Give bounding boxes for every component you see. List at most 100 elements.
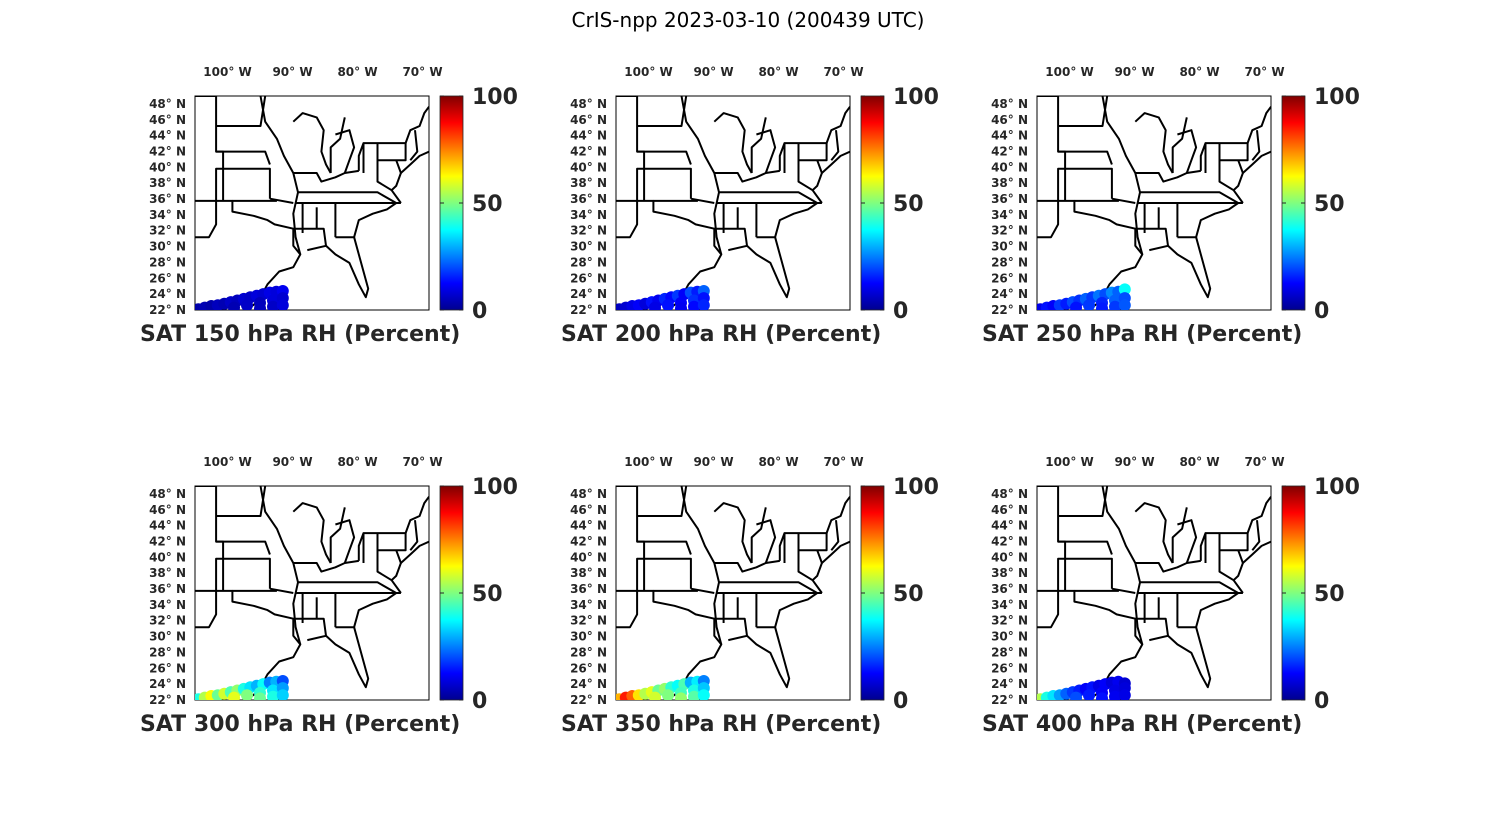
lon-tick-label: 80° W <box>1179 65 1219 79</box>
state-boundary <box>746 626 791 689</box>
lat-tick-label: 40° N <box>149 550 186 564</box>
lat-tick-label: 32° N <box>149 614 186 628</box>
state-boundary <box>1232 549 1244 581</box>
colorbar-tick-label: 100 <box>472 475 518 500</box>
state-boundary <box>293 559 359 573</box>
state-boundary <box>1134 502 1174 564</box>
state-boundary <box>195 96 225 202</box>
state-boundary <box>1058 486 1109 517</box>
state-boundary <box>616 96 646 202</box>
state-boundary <box>637 199 723 310</box>
state-boundary <box>750 507 767 563</box>
panel-title: SAT 200 hPa RH (Percent) <box>561 322 881 347</box>
panel-4: 100° W 90° W 80° W 70° W 48° N 46° N 44° N 42° … <box>140 455 518 737</box>
lat-tick-label: 28° N <box>149 645 186 659</box>
state-boundary <box>1037 96 1067 202</box>
state-boundary <box>637 150 692 165</box>
state-boundary <box>778 142 799 171</box>
state-boundary <box>195 486 225 592</box>
rh-observations <box>195 285 289 310</box>
data-point <box>662 689 674 700</box>
state-boundary <box>1134 112 1174 174</box>
state-boundary <box>713 112 753 174</box>
lat-tick-label: 46° N <box>991 503 1028 517</box>
state-boundary <box>1167 626 1212 689</box>
lat-tick-label: 22° N <box>149 693 186 707</box>
state-boundary <box>1140 191 1239 204</box>
lat-tick-label: 32° N <box>570 614 607 628</box>
lon-tick-label: 100° W <box>1045 65 1093 79</box>
state-boundary <box>329 507 346 563</box>
lat-tick-label: 42° N <box>991 145 1028 159</box>
panel-title: SAT 400 hPa RH (Percent) <box>982 712 1302 737</box>
lat-tick-label: 24° N <box>991 677 1028 691</box>
data-point <box>1118 689 1131 700</box>
state-boundary <box>1135 169 1201 183</box>
state-boundary <box>756 519 777 564</box>
colorbar-tick-label: 100 <box>472 85 518 110</box>
state-boundary <box>1218 142 1249 162</box>
state-boundary <box>1199 142 1220 171</box>
state-boundary <box>216 96 267 127</box>
state-boundary <box>797 142 828 162</box>
data-point <box>1118 283 1131 296</box>
state-boundary <box>1140 581 1239 594</box>
state-boundary <box>1195 202 1239 238</box>
lat-tick-label: 26° N <box>991 661 1028 675</box>
state-boundary <box>390 159 402 191</box>
state-boundary <box>353 592 397 628</box>
lat-tick-label: 46° N <box>570 113 607 127</box>
lat-tick-label: 34° N <box>149 208 186 222</box>
state-boundary <box>400 540 429 564</box>
lon-tick-label: 70° W <box>402 65 442 79</box>
state-boundary <box>1135 227 1169 252</box>
state-boundary <box>1242 540 1271 564</box>
state-boundary <box>269 587 294 594</box>
state-boundary <box>821 540 850 564</box>
state-boundary <box>1058 199 1144 310</box>
state-boundary <box>1195 592 1239 628</box>
state-boundary <box>1058 150 1113 165</box>
lon-tick-label: 70° W <box>402 455 442 469</box>
lat-tick-label: 32° N <box>149 224 186 238</box>
state-boundary <box>335 519 356 564</box>
state-boundary <box>719 581 818 594</box>
state-boundary <box>325 236 370 299</box>
lat-tick-label: 48° N <box>149 487 186 501</box>
colorbar-tick-label: 0 <box>472 689 487 714</box>
state-boundary <box>616 486 646 592</box>
panel-title: SAT 300 hPa RH (Percent) <box>140 712 460 737</box>
panel-5: 100° W 90° W 80° W 70° W 48° N 46° N 44° N 42° … <box>561 455 939 737</box>
lat-tick-label: 48° N <box>570 487 607 501</box>
lat-tick-label: 22° N <box>991 693 1028 707</box>
state-boundary <box>404 106 429 144</box>
state-boundary <box>714 617 748 642</box>
lat-tick-label: 34° N <box>991 208 1028 222</box>
lat-tick-label: 44° N <box>570 129 607 143</box>
state-boundary <box>830 520 840 551</box>
state-boundary <box>325 626 370 689</box>
state-boundary <box>1246 496 1271 534</box>
lat-tick-label: 44° N <box>570 519 607 533</box>
lon-tick-label: 70° W <box>1244 65 1284 79</box>
state-boundary <box>400 150 429 174</box>
lat-tick-label: 28° N <box>570 255 607 269</box>
state-boundary <box>292 112 332 174</box>
panel-2: 100° W 90° W 80° W 70° W 48° N 46° N 44° N 42° … <box>561 65 939 347</box>
data-point <box>662 299 674 310</box>
lat-tick-label: 42° N <box>149 535 186 549</box>
lat-tick-label: 28° N <box>570 645 607 659</box>
data-point <box>688 690 700 700</box>
lat-tick-label: 26° N <box>149 661 186 675</box>
state-boundary <box>644 557 692 589</box>
data-point <box>241 689 253 700</box>
data-point <box>1096 302 1108 310</box>
state-boundary <box>714 227 748 252</box>
state-boundary <box>409 520 419 551</box>
data-point <box>1070 691 1082 700</box>
lat-tick-label: 36° N <box>991 192 1028 206</box>
state-boundary <box>353 202 397 238</box>
state-boundaries <box>195 486 429 700</box>
colorbar-tick-label: 0 <box>1314 689 1329 714</box>
lat-tick-label: 30° N <box>570 630 607 644</box>
